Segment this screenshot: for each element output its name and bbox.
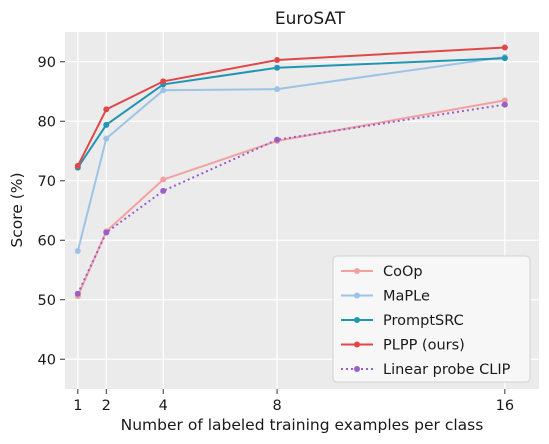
x-tick-label: 2 — [102, 398, 111, 414]
data-point-linear-probe-clip — [160, 187, 167, 194]
y-tick-label: 50 — [38, 293, 56, 309]
data-point-linear-probe-clip — [501, 101, 508, 108]
data-point-plpp-ours — [160, 78, 167, 85]
legend-marker-coop — [354, 268, 360, 274]
legend-marker-maple — [354, 292, 360, 299]
x-tick-label: 4 — [159, 398, 168, 414]
data-point-linear-probe-clip — [74, 290, 81, 297]
legend-label-maple: MaPLe — [383, 289, 430, 305]
data-point-promptsrc — [274, 64, 281, 71]
legend-label-promptsrc: PromptSRC — [383, 313, 464, 329]
data-point-linear-probe-clip — [103, 229, 110, 236]
legend-marker-plpp-ours — [354, 341, 360, 348]
data-point-maple — [74, 247, 81, 254]
chart-title: EuroSAT — [275, 9, 346, 29]
x-axis-label: Number of labeled training examples per … — [121, 416, 484, 434]
y-tick-label: 40 — [38, 352, 56, 368]
data-point-coop — [160, 176, 167, 183]
x-tick-label: 8 — [272, 398, 281, 414]
legend-marker-linear-probe-clip — [354, 366, 360, 372]
x-tick-label: 16 — [496, 398, 514, 414]
y-axis-ticks: 40 50 60 70 80 90 — [38, 55, 65, 368]
y-tick-label: 90 — [38, 55, 56, 71]
legend: CoOp MaPLe PromptSRC PLPP (ours) Linear prob… — [332, 255, 531, 383]
legend-marker-promptsrc — [354, 317, 360, 323]
legend-label-plpp-ours: PLPP (ours) — [383, 338, 465, 354]
data-point-coop — [501, 97, 508, 104]
data-point-promptsrc — [501, 55, 508, 62]
y-tick-label: 60 — [38, 233, 56, 249]
y-axis-label: Score (%) — [8, 172, 26, 247]
x-tick-label: 1 — [73, 398, 82, 414]
data-point-plpp-ours — [74, 162, 81, 169]
legend-box — [332, 255, 531, 383]
y-tick-label: 80 — [38, 114, 56, 130]
legend-label-coop: CoOp — [383, 264, 423, 280]
data-point-maple — [160, 87, 167, 94]
data-point-maple — [274, 86, 281, 93]
series-layer — [74, 44, 508, 300]
data-point-maple — [103, 135, 110, 142]
data-point-plpp-ours — [501, 44, 508, 51]
x-axis-ticks: 1 2 4 8 16 — [73, 389, 514, 414]
data-point-promptsrc — [103, 121, 110, 128]
data-point-plpp-ours — [274, 56, 281, 63]
data-point-linear-probe-clip — [274, 136, 281, 143]
series-line-linear-probe-clip — [76, 103, 505, 295]
legend-label-linear-probe-clip: Linear probe CLIP — [383, 362, 511, 378]
y-tick-label: 70 — [38, 174, 56, 190]
data-point-plpp-ours — [103, 106, 110, 113]
